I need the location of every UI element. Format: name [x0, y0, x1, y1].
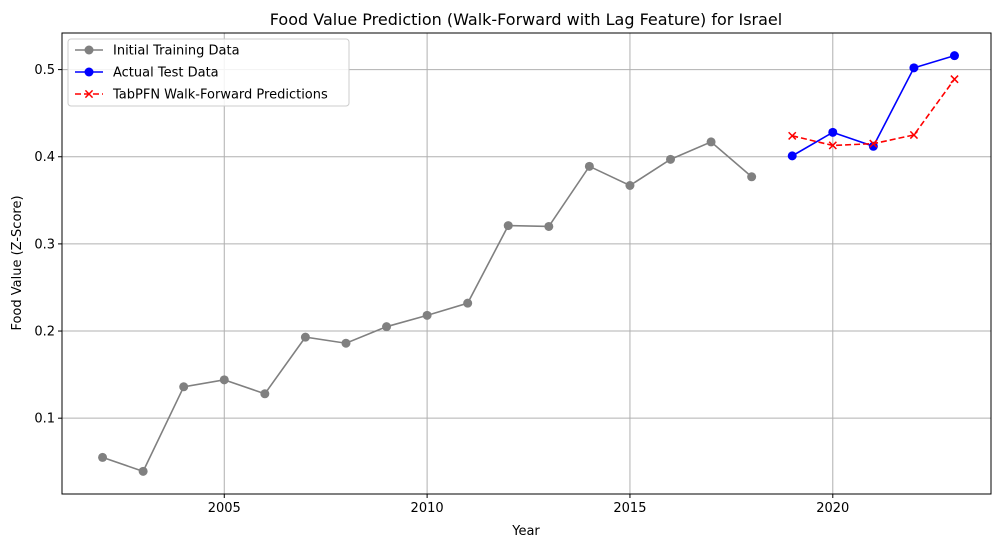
data-point [260, 389, 270, 399]
x-marker-stroke [84, 89, 94, 99]
x-marker-stroke [909, 130, 919, 140]
series-group [98, 137, 757, 476]
data-point [869, 139, 878, 148]
x-axis-label: Year [511, 524, 540, 539]
legend-marker [84, 67, 94, 77]
data-point [219, 375, 229, 385]
data-point [300, 332, 310, 342]
data-point [138, 466, 148, 476]
legend-label: TabPFN Walk-Forward Predictions [112, 88, 328, 103]
data-point [544, 221, 554, 231]
data-point [625, 181, 635, 191]
data-point [950, 75, 959, 84]
data-point [179, 382, 189, 392]
data-point [949, 51, 959, 61]
data-point [422, 310, 432, 320]
legend-box [67, 38, 350, 107]
y-axis-ticks: 0.1 0.2 0.3 0.4 0.5 [34, 63, 62, 427]
data-point [584, 161, 594, 171]
x-tick-label: 2020 [816, 501, 849, 516]
data-point [747, 172, 757, 182]
data-point [788, 131, 797, 140]
legend: Initial Training Data Actual Test Data Tab… [67, 38, 350, 107]
legend-marker [84, 89, 94, 99]
series-layer [98, 51, 959, 476]
series-group [787, 51, 959, 161]
data-point [868, 141, 878, 151]
x-marker-stroke [828, 141, 837, 150]
y-tick-label: 0.2 [34, 325, 55, 340]
data-point [706, 137, 716, 147]
x-marker-stroke [869, 139, 878, 148]
x-marker-stroke [788, 131, 797, 140]
x-tick-label: 2005 [208, 501, 241, 516]
y-tick-label: 0.1 [34, 412, 55, 427]
y-tick-label: 0.4 [34, 150, 55, 165]
chart-title: Food Value Prediction (Walk-Forward with… [270, 10, 782, 29]
data-point [382, 322, 392, 332]
series-group [788, 75, 959, 150]
data-point [666, 154, 676, 164]
data-point [787, 151, 797, 161]
y-axis-label: Food Value (Z-Score) [10, 195, 25, 330]
x-tick-label: 2010 [411, 501, 444, 516]
data-point [341, 338, 351, 348]
legend-label: Actual Test Data [113, 66, 219, 81]
x-marker-stroke [950, 75, 959, 84]
data-point [828, 127, 838, 137]
data-point [98, 452, 108, 462]
plot-frame [61, 32, 992, 495]
legend-marker [84, 45, 94, 55]
data-point [909, 130, 919, 140]
data-point [503, 221, 513, 231]
data-point [463, 298, 473, 308]
legend-label: Initial Training Data [113, 44, 240, 59]
data-point [828, 141, 837, 150]
x-axis-ticks: 2005 2010 2015 2020 [208, 494, 849, 516]
plot-area [62, 33, 991, 494]
data-point [909, 63, 919, 73]
y-tick-label: 0.3 [34, 237, 55, 252]
y-tick-label: 0.5 [34, 63, 55, 78]
x-tick-label: 2015 [613, 501, 646, 516]
